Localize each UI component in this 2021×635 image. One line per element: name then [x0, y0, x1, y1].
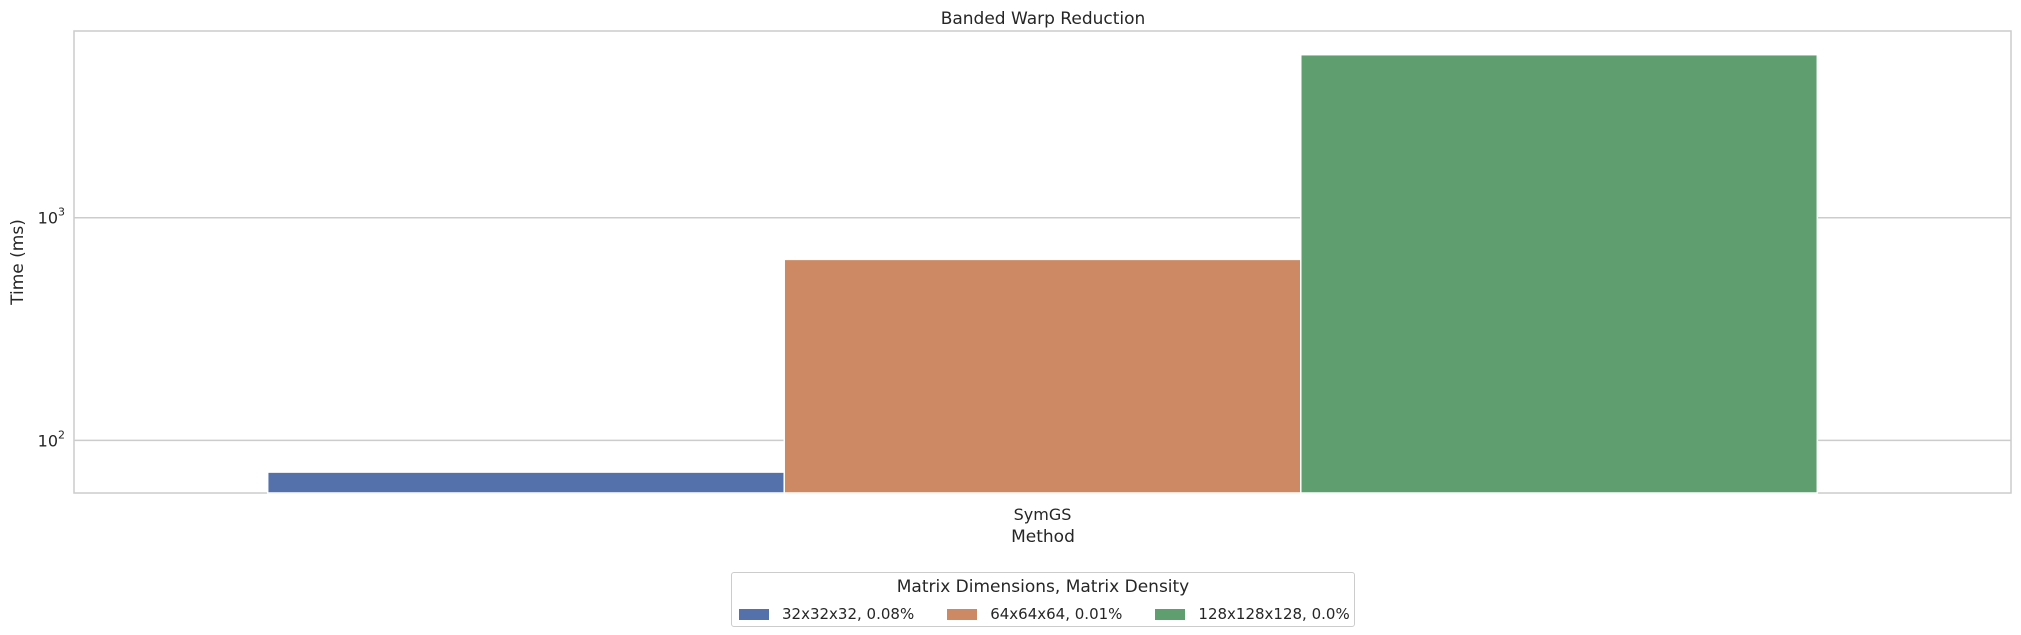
bar	[266, 471, 785, 494]
legend-item: 32x32x32, 0.08%	[739, 605, 914, 623]
bar	[783, 258, 1302, 494]
x-tick-labels: SymGS	[1014, 505, 1072, 524]
legend-item: 64x64x64, 0.01%	[947, 605, 1122, 623]
y-tick-labels: 102 103	[38, 206, 65, 451]
y-axis-label: Time (ms)	[8, 219, 28, 306]
chart-title: Banded Warp Reduction	[941, 9, 1146, 29]
legend-label: 64x64x64, 0.01%	[990, 605, 1123, 623]
bars	[266, 53, 1819, 494]
legend-item: 128x128x128, 0.0%	[1155, 605, 1350, 623]
legend-label: 128x128x128, 0.0%	[1198, 605, 1350, 623]
legend-swatch	[739, 608, 769, 620]
y-tick-label: 102	[38, 428, 65, 450]
legend-title: Matrix Dimensions, Matrix Density	[896, 577, 1190, 597]
legend-swatch	[1155, 608, 1186, 620]
legend-label: 32x32x32, 0.08%	[782, 605, 915, 623]
legend-items: 32x32x32, 0.08% 64x64x64, 0.01% 128x128x12…	[739, 605, 1350, 623]
legend-swatch	[947, 608, 978, 620]
x-axis-label: Method	[1011, 527, 1075, 547]
legend: Matrix Dimensions, Matrix Density 32x32x…	[731, 572, 1355, 627]
bar	[1300, 53, 1819, 494]
x-tick-label: SymGS	[1014, 505, 1072, 524]
y-tick-label: 103	[38, 206, 65, 228]
